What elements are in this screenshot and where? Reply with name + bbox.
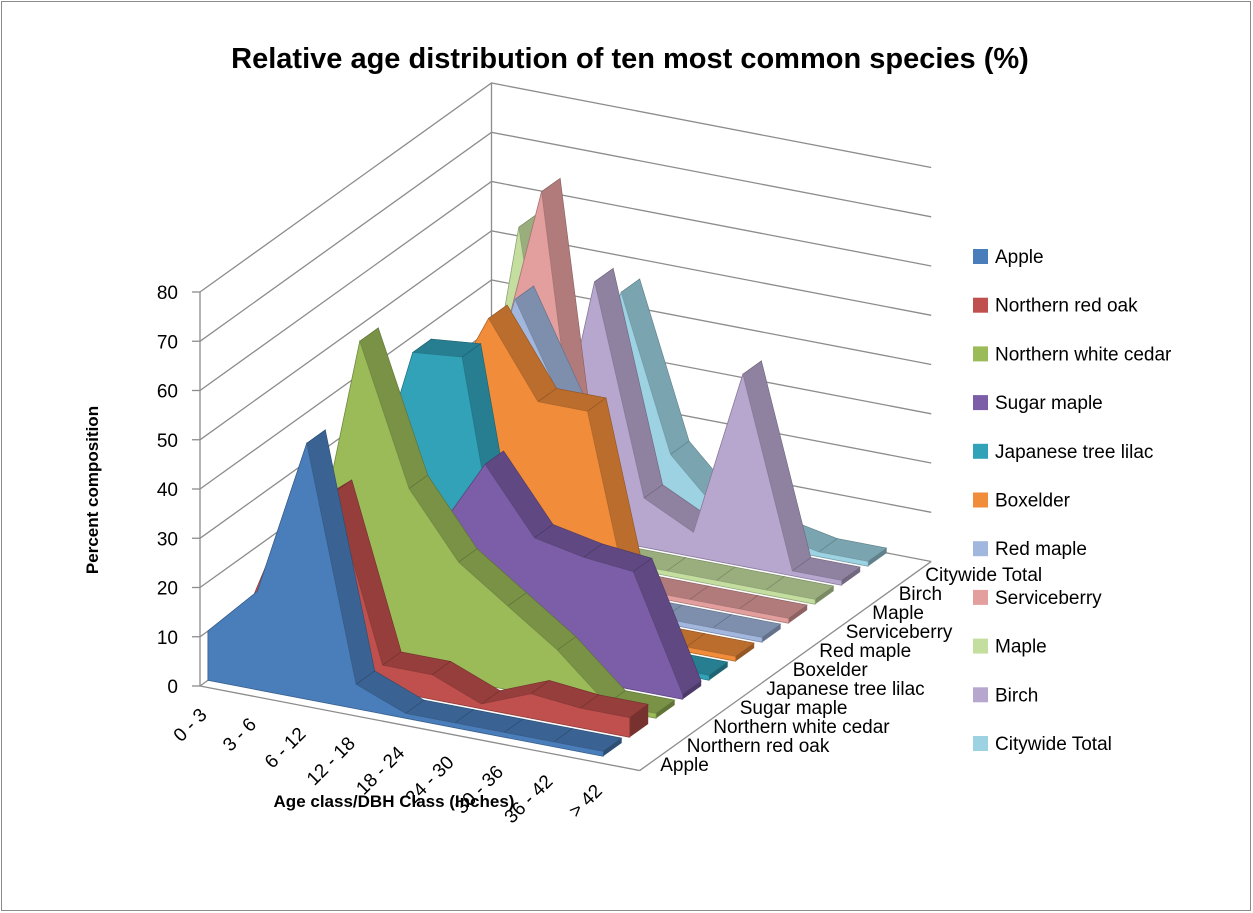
depth-tick-label: Citywide Total: [925, 565, 1042, 586]
legend-label: Boxelder: [995, 491, 1071, 512]
area-end-cap: [762, 624, 781, 643]
area-end-cap: [709, 662, 728, 681]
y-tick-label: 80: [157, 283, 178, 304]
x-tick-label: 3 - 6: [219, 714, 261, 756]
depth-tick-label: Birch: [899, 584, 942, 605]
x-axis-line: [199, 685, 640, 772]
series-apple: [207, 429, 623, 757]
legend-label: Maple: [995, 637, 1047, 658]
legend-swatch: [973, 395, 988, 411]
area-end-cap: [841, 567, 861, 586]
area-end-cap: [815, 586, 834, 605]
y-tick-label: 50: [157, 431, 178, 452]
depth-axis-line: [639, 561, 932, 772]
legend-swatch: [973, 589, 988, 605]
x-tick-label: > 42: [565, 781, 606, 822]
legend-swatch: [973, 736, 988, 751]
depth-tick-label: Red maple: [819, 641, 911, 662]
area-end-cap: [656, 700, 675, 719]
legend-swatch: [973, 638, 988, 654]
y-tick-label: 10: [157, 628, 178, 649]
area-end-cap: [629, 704, 649, 738]
series-areas: [207, 177, 888, 757]
y-tick-label: 0: [167, 677, 178, 698]
depth-tick-label: Japanese tree lilac: [766, 679, 924, 700]
legend-swatch: [973, 346, 988, 362]
legend-swatch: [973, 541, 988, 557]
area-end-cap: [682, 681, 702, 700]
x-axis-title: Age class/DBH Class (Inches): [274, 792, 515, 811]
legend-swatch: [973, 249, 988, 264]
legend-swatch: [973, 443, 988, 459]
depth-tick-label: Northern white cedar: [713, 717, 890, 738]
depth-tick-label: Maple: [872, 603, 924, 624]
legend-swatch: [973, 297, 988, 313]
legend-label: Japanese tree lilac: [995, 442, 1153, 463]
area-end-cap: [788, 605, 808, 624]
area-front-face: [207, 441, 604, 757]
y-tick-label: 60: [157, 382, 178, 403]
legend-label: Northern red oak: [995, 296, 1138, 317]
x-tick-label: 6 - 12: [261, 724, 310, 773]
depth-tick-label: Northern red oak: [687, 736, 830, 757]
y-tick-label: 30: [157, 529, 178, 550]
legend-label: Birch: [995, 685, 1038, 706]
y-axis-title: Percent composition: [83, 406, 102, 574]
area-end-cap: [735, 643, 755, 662]
chart-title: Relative age distribution of ten most co…: [231, 43, 1029, 75]
legend-label: Citywide Total: [995, 734, 1112, 755]
depth-tick-label: Boxelder: [793, 660, 869, 681]
legend-label: Sugar maple: [995, 393, 1103, 414]
x-tick-label: 0 - 3: [170, 705, 212, 747]
y-tick-label: 70: [157, 332, 178, 353]
legend-label: Serviceberry: [995, 588, 1102, 609]
x-tick-label: 12 - 18: [303, 733, 360, 790]
depth-tick-label: Sugar maple: [740, 698, 848, 719]
y-tick-label: 20: [157, 579, 178, 600]
legend-label: Northern white cedar: [995, 344, 1172, 365]
x-tick-label: 18 - 24: [352, 742, 409, 799]
legend-swatch: [973, 492, 988, 508]
y-tick-label: 40: [157, 480, 178, 501]
legend-swatch: [973, 687, 988, 703]
y-tick-labels: 0 10 20 30 40 50 60 70 80: [157, 283, 200, 698]
area-end-cap: [868, 548, 887, 567]
legend: Apple Northern red oak Northern white ceda…: [973, 247, 1172, 755]
legend-label: Red maple: [995, 539, 1087, 560]
depth-tick-label: Apple: [660, 755, 709, 776]
depth-tick-label: Serviceberry: [846, 622, 953, 643]
legend-label: Apple: [995, 247, 1044, 268]
area-end-cap: [603, 738, 622, 757]
